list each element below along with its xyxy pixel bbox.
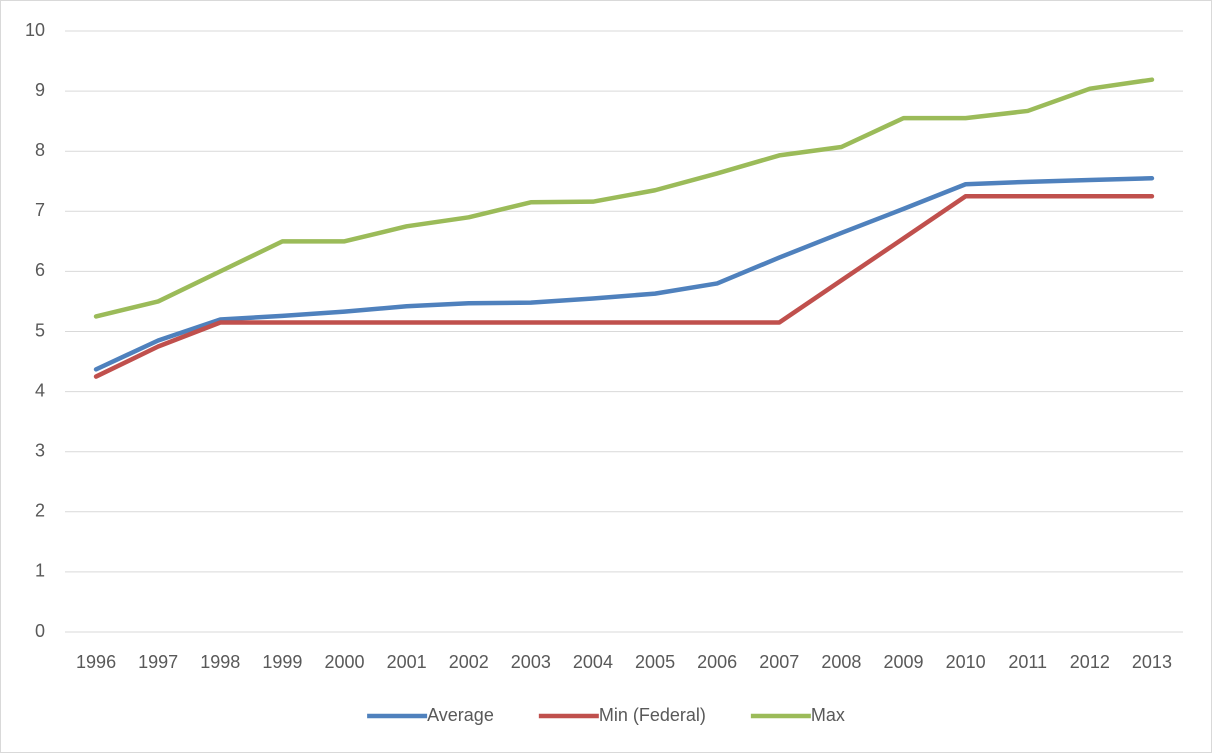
y-tick-label: 0 bbox=[35, 621, 45, 641]
x-tick-label: 2010 bbox=[946, 652, 986, 672]
y-tick-label: 9 bbox=[35, 80, 45, 100]
y-tick-label: 4 bbox=[35, 380, 45, 400]
y-tick-label: 7 bbox=[35, 200, 45, 220]
x-tick-label: 2002 bbox=[449, 652, 489, 672]
legend-label: Average bbox=[427, 705, 494, 725]
x-tick-label: 2012 bbox=[1070, 652, 1110, 672]
y-tick-label: 2 bbox=[35, 501, 45, 521]
line bbox=[93, 175, 1155, 372]
y-tick-label: 10 bbox=[25, 20, 45, 40]
x-tick-label: 2009 bbox=[883, 652, 923, 672]
y-tick-label: 3 bbox=[35, 440, 45, 460]
x-tick-label: 2011 bbox=[1008, 652, 1047, 672]
y-tick-label: 5 bbox=[35, 320, 45, 340]
line bbox=[93, 77, 1155, 319]
x-tick-label: 2000 bbox=[324, 652, 364, 672]
x-tick-label: 1997 bbox=[138, 652, 178, 672]
x-tick-label: 2005 bbox=[635, 652, 675, 672]
legend-label: Min (Federal) bbox=[599, 705, 706, 725]
x-tick-label: 2004 bbox=[573, 652, 613, 672]
x-tick-label: 2013 bbox=[1132, 652, 1172, 672]
x-tick-label: 1996 bbox=[76, 652, 116, 672]
legend-label: Max bbox=[811, 705, 845, 725]
x-tick-label: 2007 bbox=[759, 652, 799, 672]
x-tick-label: 2003 bbox=[511, 652, 551, 672]
line bbox=[93, 194, 1155, 379]
x-tick-label: 2008 bbox=[821, 652, 861, 672]
y-tick-label: 1 bbox=[35, 561, 45, 581]
y-tick-label: 8 bbox=[35, 140, 45, 160]
y-tick-label: 6 bbox=[35, 260, 45, 280]
x-tick-label: 2006 bbox=[697, 652, 737, 672]
x-tick-label: 1999 bbox=[262, 652, 302, 672]
x-tick-label: 2001 bbox=[387, 652, 427, 672]
x-tick-label: 1998 bbox=[200, 652, 240, 672]
